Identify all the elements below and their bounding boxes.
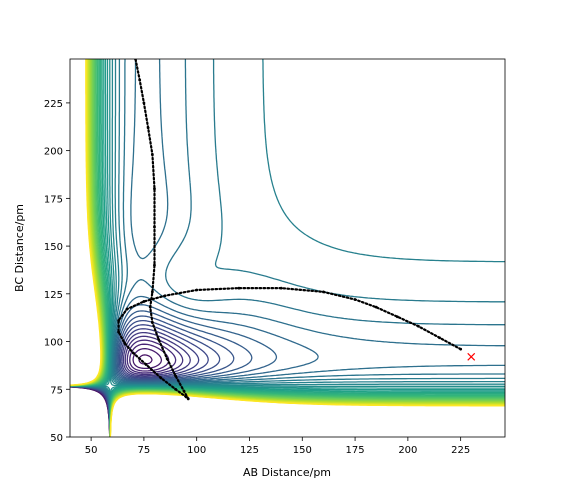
trajectory-point	[237, 286, 241, 290]
trajectory-point	[165, 357, 169, 361]
trajectory-point	[153, 263, 156, 267]
trajectory-point	[174, 387, 177, 391]
trajectory-point	[157, 338, 161, 342]
trajectory-point	[159, 376, 163, 380]
plot-marks	[117, 59, 476, 401]
trajectory-point	[195, 288, 199, 292]
x-axis-label: AB Distance/pm	[243, 466, 331, 479]
trajectory-point	[417, 324, 420, 328]
axes-frame	[69, 58, 506, 438]
trajectory-point	[438, 336, 441, 340]
trajectory-point	[353, 298, 357, 301]
trajectory-point	[163, 294, 167, 298]
trajectory-point	[150, 321, 154, 324]
trajectory-point	[117, 319, 120, 322]
trajectory-point	[174, 374, 177, 378]
y-tick-label: 150	[44, 242, 63, 253]
y-tick-label: 175	[44, 194, 63, 205]
trajectory-point	[279, 286, 283, 290]
trajectory-point	[144, 363, 148, 366]
x-tick-label: 175	[346, 445, 365, 456]
trajectory-point	[146, 126, 150, 130]
x-tick-label: 150	[293, 445, 312, 456]
contour-line	[70, 59, 505, 437]
trajectory-point	[186, 397, 190, 401]
contour-line	[70, 59, 505, 437]
trajectory-point	[123, 342, 127, 345]
end-marker	[467, 352, 476, 361]
y-tick-label: 225	[44, 99, 63, 110]
trajectory-point	[138, 78, 142, 82]
trajectory-point	[142, 101, 146, 105]
trajectory-point	[184, 395, 188, 399]
x-tick-label: 100	[187, 445, 206, 456]
x-tick-label: 125	[240, 445, 259, 456]
y-tick-label: 200	[44, 147, 63, 158]
trajectory-point	[142, 300, 146, 303]
trajectory-point	[153, 187, 156, 191]
trajectory-point	[150, 290, 154, 294]
contour-line	[70, 59, 505, 437]
trajectory-point	[374, 305, 378, 309]
x-tick-label: 200	[398, 445, 417, 456]
trajectory-point	[148, 305, 152, 309]
trajectory-point	[321, 290, 325, 294]
x-tick-label: 75	[138, 445, 151, 456]
x-tick-label: 50	[85, 445, 98, 456]
y-axis-label: BC Distance/pm	[13, 204, 26, 292]
trajectory-point	[131, 351, 135, 355]
y-tick-label: 50	[50, 433, 63, 444]
contours	[70, 59, 505, 437]
trajectory-point	[395, 315, 399, 319]
y-tick-label: 100	[44, 338, 63, 349]
trajectory-point	[153, 225, 156, 229]
trajectory-point	[117, 330, 120, 334]
y-tick-label: 75	[50, 385, 63, 396]
trajectory-point	[150, 153, 154, 156]
trajectory-point	[459, 347, 463, 351]
trajectory-point	[182, 389, 186, 393]
x-tick-label: 225	[451, 445, 470, 456]
trajectory-point	[125, 307, 129, 311]
y-tick-label: 125	[44, 290, 63, 301]
